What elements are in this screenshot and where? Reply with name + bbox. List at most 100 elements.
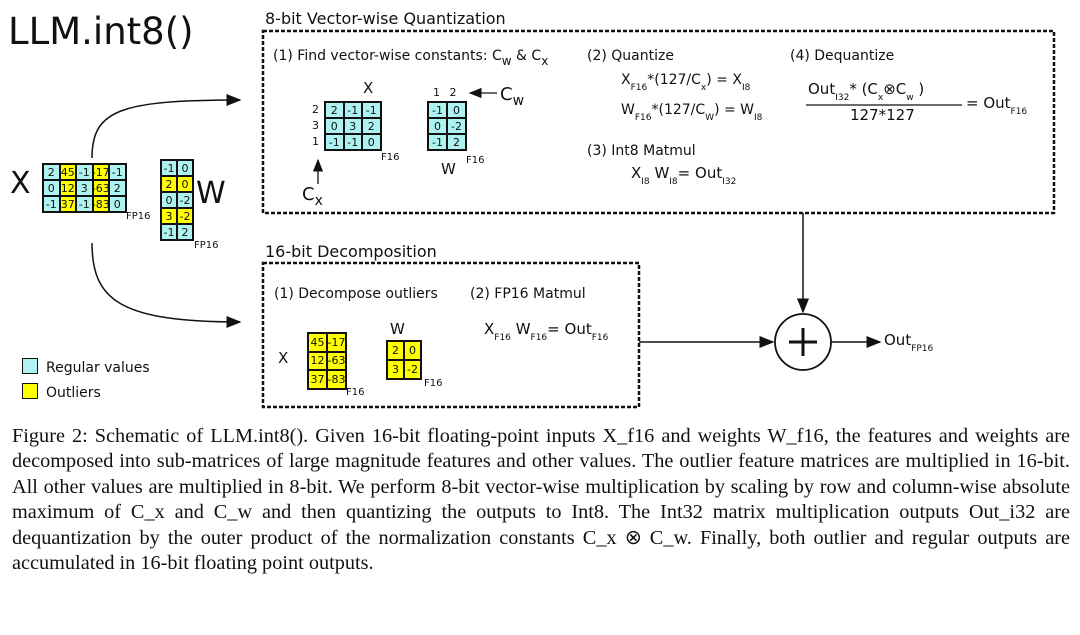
matrix-cell: -1 bbox=[343, 134, 362, 150]
eq-subscript: W bbox=[705, 113, 715, 123]
matrix-cell: -1 bbox=[428, 134, 447, 150]
matrix-cell: -17 bbox=[327, 333, 346, 352]
eq-subscript: I8 bbox=[741, 83, 751, 93]
eq-term: W bbox=[621, 102, 635, 118]
matrix-cell: -83 bbox=[327, 370, 346, 389]
eq-term: ) bbox=[913, 80, 925, 98]
eq-term: *(127/C bbox=[651, 102, 706, 118]
eq-term: W bbox=[510, 320, 531, 338]
arrow-to-quantization bbox=[91, 94, 242, 159]
eq-term: = Out bbox=[966, 94, 1011, 112]
matrix-cell: -1 bbox=[428, 102, 447, 118]
matrix-cell: 3 bbox=[343, 118, 362, 134]
matrix-cell: 0 bbox=[109, 196, 126, 212]
matrix-cell: 2 bbox=[177, 224, 193, 240]
q-x-dtype: F16 bbox=[381, 152, 400, 163]
eq-term: = Out bbox=[547, 320, 592, 338]
matrix-cell: -1 bbox=[343, 102, 362, 118]
matrix-cell: -1 bbox=[161, 224, 177, 240]
legend-outliers: Outliers bbox=[22, 383, 101, 401]
dequant-numerator: OutI32* (Cx⊗Cw ) bbox=[808, 80, 924, 103]
eq-subscript: F16 bbox=[630, 83, 648, 93]
figure-caption: Figure 2: Schematic of LLM.int8(). Given… bbox=[12, 424, 1070, 576]
input-x-label: X bbox=[10, 166, 31, 201]
dequant-rhs: = OutF16 bbox=[966, 94, 1027, 117]
decomp-step1-label: (1) Decompose outliers bbox=[274, 286, 438, 302]
matrix-cell: -1 bbox=[76, 196, 93, 212]
input-w-label: W bbox=[196, 176, 226, 211]
matrix-cell: -1 bbox=[43, 196, 60, 212]
step3-label: (3) Int8 Matmul bbox=[587, 143, 696, 159]
matrix-cell: -1 bbox=[76, 164, 93, 180]
d-x-label: X bbox=[278, 349, 289, 367]
matrix-cell: -2 bbox=[447, 118, 466, 134]
eq-term: X bbox=[621, 72, 631, 88]
legend-swatch-outliers bbox=[22, 383, 38, 399]
input-w-matrix: -1 0 2 0 0 -2 3 -2 -1 2 bbox=[160, 159, 194, 241]
matrix-cell: 2 bbox=[43, 164, 60, 180]
matrix-cell: 3 bbox=[76, 180, 93, 196]
matrix-cell: -2 bbox=[177, 192, 193, 208]
cw-label: Cw bbox=[500, 84, 524, 109]
matrix-cell: 45 bbox=[59, 164, 76, 180]
col-constants: 1 2 bbox=[433, 86, 457, 99]
matrix-cell: 2 bbox=[161, 176, 177, 192]
eq-term: X bbox=[484, 320, 495, 338]
matrix-cell: -2 bbox=[404, 360, 421, 379]
input-x-matrix: 2 45 -1 -17 -1 0 12 3 -63 2 -1 37 -1 -83 0 bbox=[42, 163, 127, 213]
matrix-cell: 37 bbox=[59, 196, 76, 212]
eq-subscript: w bbox=[906, 93, 914, 103]
eq-term: = Out bbox=[677, 164, 723, 182]
eq-subscript: I32 bbox=[835, 93, 850, 103]
eq-term: *(127/C bbox=[647, 72, 701, 88]
q-w-matrix: -1 0 0 -2 -1 2 bbox=[427, 101, 467, 151]
eq-subscript: I8 bbox=[669, 177, 678, 187]
matrix-cell: 0 bbox=[177, 160, 193, 176]
matrix-cell: -1 bbox=[325, 134, 344, 150]
matrix-cell: 37 bbox=[308, 370, 327, 389]
eq-term: Out bbox=[808, 80, 836, 98]
legend-regular-label: Regular values bbox=[46, 360, 150, 376]
legend-swatch-regular bbox=[22, 358, 38, 374]
row-constant: 1 bbox=[312, 135, 319, 148]
row-constant: 2 bbox=[312, 103, 319, 116]
quantization-box bbox=[261, 29, 1056, 215]
output-label: OutFP16 bbox=[884, 331, 933, 354]
eq-term: W bbox=[649, 164, 670, 182]
matrix-cell: 0 bbox=[447, 102, 466, 118]
matrix-cell: 0 bbox=[325, 118, 344, 134]
cx-text: C bbox=[302, 184, 315, 205]
eq-subscript: I32 bbox=[722, 177, 737, 187]
eq-subscript: F16 bbox=[634, 113, 652, 123]
dequant-denominator: 127*127 bbox=[850, 106, 915, 124]
decomp-step2-label: (2) FP16 Matmul bbox=[470, 286, 586, 302]
figure-title: LLM.int8() bbox=[8, 10, 194, 53]
q-x-label: X bbox=[363, 79, 374, 97]
legend-regular: Regular values bbox=[22, 358, 150, 376]
eq-term: ⊗C bbox=[883, 80, 907, 98]
matrix-cell: 0 bbox=[428, 118, 447, 134]
step1-text: (1) Find vector-wise constants: C bbox=[273, 48, 502, 64]
matrix-cell: 2 bbox=[109, 180, 126, 196]
input-w-dtype: FP16 bbox=[194, 240, 219, 251]
matrix-cell: -1 bbox=[161, 160, 177, 176]
caption-text: Figure 2: Schematic of LLM.int8(). Given… bbox=[12, 425, 1070, 575]
eq-subscript: F16 bbox=[591, 333, 609, 343]
d-w-label: W bbox=[390, 320, 405, 338]
eq-subscript: I8 bbox=[754, 113, 763, 123]
eq-subscript: x bbox=[700, 83, 707, 93]
matrix-cell: -17 bbox=[91, 164, 110, 180]
d-x-matrix: 45 -17 12 -63 37 -83 bbox=[307, 332, 347, 390]
step1-label: (1) Find vector-wise constants: Cw & Cx bbox=[273, 48, 548, 68]
step4-label: (4) Dequantize bbox=[790, 48, 895, 64]
matrix-cell: -83 bbox=[91, 196, 110, 212]
d-w-dtype: F16 bbox=[424, 378, 443, 389]
output-sub: FP16 bbox=[911, 344, 934, 354]
quantize-eq-x: XF16*(127/Cx) = XI8 bbox=[621, 72, 750, 93]
matrix-cell: -1 bbox=[362, 102, 381, 118]
eq-subscript: F16 bbox=[1010, 107, 1028, 117]
eq-term: ) = W bbox=[714, 102, 755, 118]
q-x-matrix: 2 -1 -1 0 3 2 -1 -1 0 bbox=[324, 101, 382, 151]
